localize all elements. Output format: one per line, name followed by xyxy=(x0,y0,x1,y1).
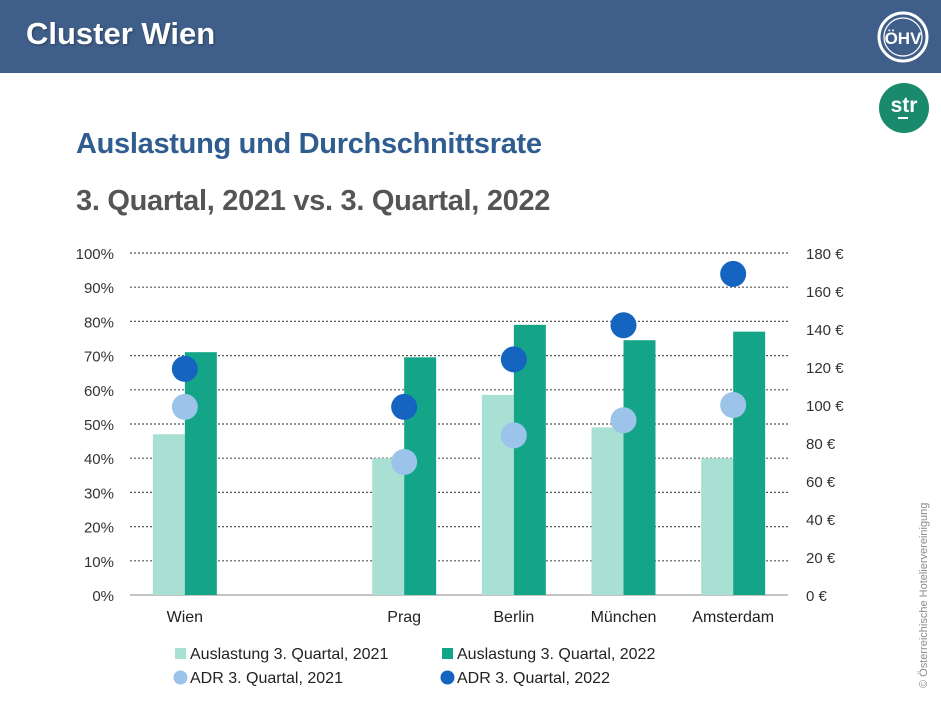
legend-swatch xyxy=(440,670,455,685)
str-logo-text: str xyxy=(891,94,918,117)
left-axis-tick-label: 0% xyxy=(92,588,114,605)
left-axis-tick-label: 60% xyxy=(84,383,114,400)
left-axis-tick-label: 20% xyxy=(84,520,114,537)
category-label: Prag xyxy=(387,609,421,626)
bar-auslastung-2021 xyxy=(591,427,624,595)
right-axis-tick-label: 120 € xyxy=(806,360,844,377)
str-logo-icon: str xyxy=(879,83,929,133)
header-bar: Cluster Wien ÖHV xyxy=(0,0,941,73)
legend-label: ADR 3. Quartal, 2022 xyxy=(457,670,610,687)
right-axis-tick-label: 60 € xyxy=(806,474,836,491)
left-axis-tick-label: 70% xyxy=(84,349,114,366)
category-label: Wien xyxy=(167,609,203,626)
left-axis-tick-label: 90% xyxy=(84,280,114,297)
bars xyxy=(152,324,766,595)
dot-adr-2022 xyxy=(391,393,418,420)
left-axis-tick-label: 30% xyxy=(84,485,114,502)
bar-auslastung-2022 xyxy=(184,352,217,595)
dot-adr-2022 xyxy=(720,260,747,287)
legend-swatch xyxy=(442,648,453,659)
legend-swatch xyxy=(175,648,186,659)
dot-adr-2021 xyxy=(500,422,527,449)
dot-adr-2022 xyxy=(171,355,198,382)
category-labels: Wien Prag Berlin München Amsterdam xyxy=(167,609,774,626)
left-axis-tick-label: 80% xyxy=(84,314,114,331)
legend-label: Auslastung 3. Quartal, 2021 xyxy=(190,646,388,663)
right-axis-tick-label: 180 € xyxy=(806,246,844,263)
category-label: Amsterdam xyxy=(692,609,774,626)
legend: Auslastung 3. Quartal, 2021 Auslastung 3.… xyxy=(173,646,655,687)
bar-auslastung-2021 xyxy=(701,458,734,595)
dot-adr-2021 xyxy=(391,449,418,475)
dot-adr-2021 xyxy=(610,407,637,434)
ohv-logo-icon: ÖHV xyxy=(877,11,929,63)
bar-auslastung-2021 xyxy=(372,458,405,595)
right-axis-tick-label: 20 € xyxy=(806,550,836,567)
legend-swatch xyxy=(173,670,188,685)
left-axis-tick-label: 50% xyxy=(84,417,114,434)
ohv-logo-text: ÖHV xyxy=(885,29,923,48)
legend-label: Auslastung 3. Quartal, 2022 xyxy=(457,646,655,663)
right-axis-ticks: 0 € 20 € 40 € 60 € 80 € 100 € 120 € 140 € 160 € 1… xyxy=(806,246,844,605)
right-axis-tick-label: 0 € xyxy=(806,588,828,605)
right-axis-tick-label: 160 € xyxy=(806,284,844,301)
category-label: Berlin xyxy=(493,609,534,626)
copyright-notice: © Österreichische Hoteliervereinigung xyxy=(918,502,930,688)
gridlines xyxy=(130,252,788,596)
right-axis-tick-label: 100 € xyxy=(806,398,844,415)
dot-adr-2021 xyxy=(171,393,198,420)
chart-title: Auslastung und Durchschnittsrate xyxy=(76,128,542,160)
chart-subtitle: 3. Quartal, 2021 vs. 3. Quartal, 2022 xyxy=(76,185,551,217)
bar-auslastung-2022 xyxy=(404,357,437,595)
legend-label: ADR 3. Quartal, 2021 xyxy=(190,670,343,687)
right-axis-tick-label: 140 € xyxy=(806,322,844,339)
right-axis-tick-label: 40 € xyxy=(806,512,836,529)
page-title: Cluster Wien xyxy=(26,16,216,51)
dot-adr-2021 xyxy=(720,392,747,418)
bar-auslastung-2021 xyxy=(152,434,185,595)
category-label: München xyxy=(591,609,657,626)
left-axis-tick-label: 100% xyxy=(76,246,114,263)
dot-adr-2022 xyxy=(610,312,637,339)
dot-adr-2022 xyxy=(500,346,527,373)
bar-auslastung-2022 xyxy=(733,331,766,595)
adr-dots xyxy=(171,260,747,475)
bar-auslastung-2022 xyxy=(623,340,656,595)
left-axis-tick-label: 40% xyxy=(84,451,114,468)
left-axis-ticks: 0% 10% 20% 30% 40% 50% 60% 70% 80% 90% 100% xyxy=(76,246,114,605)
left-axis-tick-label: 10% xyxy=(84,554,114,571)
right-axis-tick-label: 80 € xyxy=(806,436,836,453)
